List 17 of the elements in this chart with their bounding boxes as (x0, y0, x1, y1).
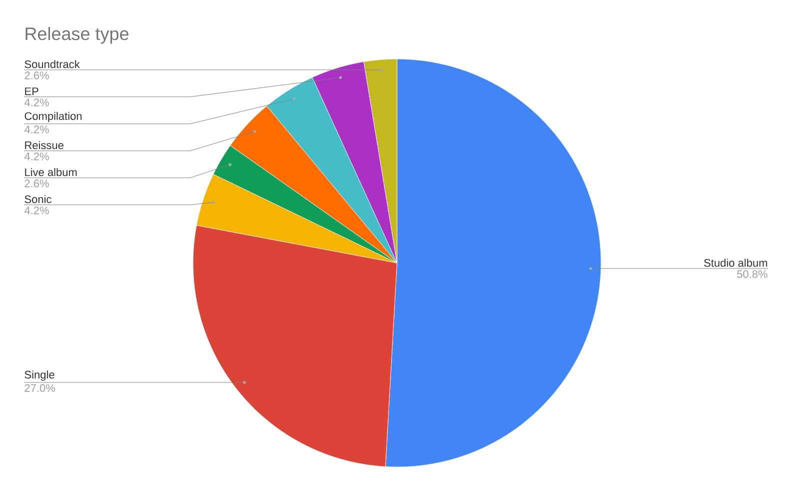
slice-label: Live album (25, 168, 77, 176)
data-label: 4.2% (24, 152, 49, 160)
slice-label: Studio album (704, 258, 768, 267)
data-label: 4.2% (24, 126, 49, 134)
slice-label: EP (25, 88, 38, 96)
chart-title: Release type (26, 26, 128, 44)
slice-label: Compilation (24, 112, 82, 122)
slice-label: Sonic (24, 195, 52, 204)
data-label: 27.0% (24, 384, 55, 392)
slice-label: Reissue (25, 141, 64, 150)
slice-label: Soundtrack (24, 60, 80, 68)
data-label: 2.6% (24, 180, 49, 188)
data-label: 50.8% (737, 270, 768, 278)
slice-label: Single (24, 370, 54, 381)
data-label: 4.2% (24, 98, 49, 106)
data-label: 2.6% (24, 72, 49, 80)
data-label: 4.2% (24, 206, 49, 214)
